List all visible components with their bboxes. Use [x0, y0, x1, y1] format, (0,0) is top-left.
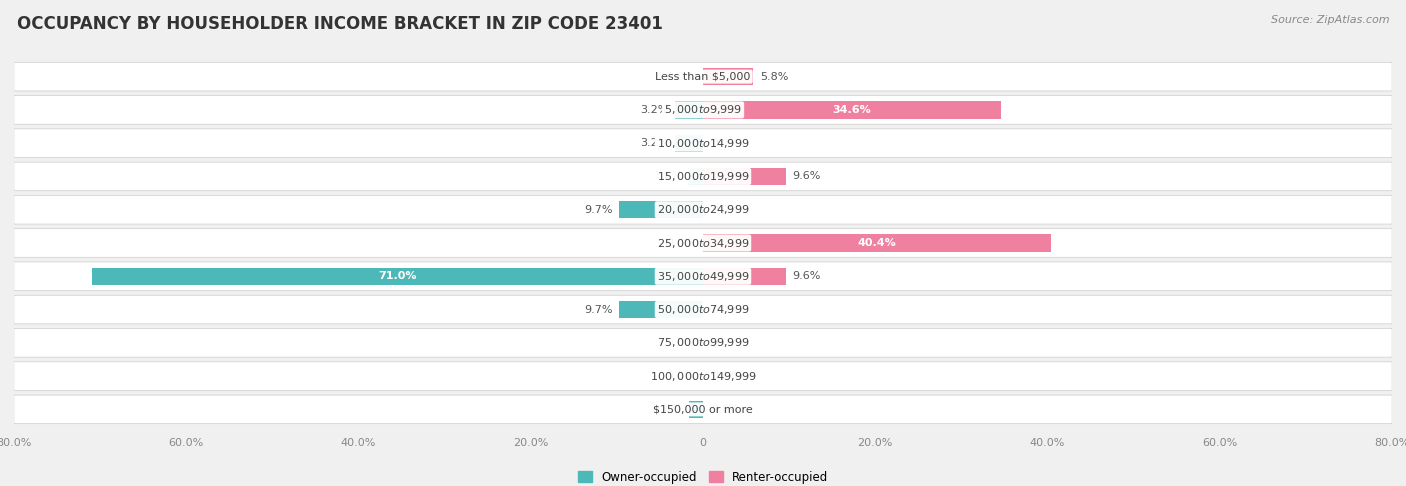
Text: 0.0%: 0.0% — [711, 305, 740, 314]
Text: 9.6%: 9.6% — [793, 172, 821, 181]
Text: 0.0%: 0.0% — [711, 338, 740, 348]
FancyBboxPatch shape — [14, 62, 1392, 91]
FancyBboxPatch shape — [14, 195, 1392, 224]
Text: 0.0%: 0.0% — [711, 205, 740, 215]
Text: 71.0%: 71.0% — [378, 271, 416, 281]
Bar — [703, 101, 1001, 119]
Bar — [620, 201, 703, 218]
Text: 0.0%: 0.0% — [666, 71, 695, 82]
Text: $25,000 to $34,999: $25,000 to $34,999 — [657, 237, 749, 249]
Text: 0.0%: 0.0% — [666, 338, 695, 348]
Bar — [703, 168, 786, 185]
Text: 0.0%: 0.0% — [711, 138, 740, 148]
Bar — [689, 168, 703, 185]
Text: 40.4%: 40.4% — [858, 238, 897, 248]
Text: $35,000 to $49,999: $35,000 to $49,999 — [657, 270, 749, 283]
Bar — [620, 301, 703, 318]
FancyBboxPatch shape — [14, 262, 1392, 291]
FancyBboxPatch shape — [14, 96, 1392, 124]
Text: 3.2%: 3.2% — [640, 105, 669, 115]
Bar — [675, 101, 703, 119]
Bar — [703, 68, 754, 85]
Bar — [675, 135, 703, 152]
FancyBboxPatch shape — [14, 329, 1392, 357]
Text: $75,000 to $99,999: $75,000 to $99,999 — [657, 336, 749, 349]
Bar — [703, 234, 1050, 252]
Text: $150,000 or more: $150,000 or more — [654, 404, 752, 415]
Text: Source: ZipAtlas.com: Source: ZipAtlas.com — [1271, 15, 1389, 25]
Text: 0.0%: 0.0% — [711, 404, 740, 415]
Text: 1.6%: 1.6% — [654, 172, 682, 181]
Legend: Owner-occupied, Renter-occupied: Owner-occupied, Renter-occupied — [572, 466, 834, 486]
Text: 0.0%: 0.0% — [666, 238, 695, 248]
Text: 1.6%: 1.6% — [654, 404, 682, 415]
FancyBboxPatch shape — [14, 295, 1392, 324]
Text: OCCUPANCY BY HOUSEHOLDER INCOME BRACKET IN ZIP CODE 23401: OCCUPANCY BY HOUSEHOLDER INCOME BRACKET … — [17, 15, 662, 33]
Bar — [703, 268, 786, 285]
Text: 0.0%: 0.0% — [711, 371, 740, 381]
Text: 9.7%: 9.7% — [583, 205, 613, 215]
Text: $5,000 to $9,999: $5,000 to $9,999 — [664, 104, 742, 117]
Text: Less than $5,000: Less than $5,000 — [655, 71, 751, 82]
Text: 34.6%: 34.6% — [832, 105, 872, 115]
FancyBboxPatch shape — [14, 129, 1392, 157]
Text: 9.7%: 9.7% — [583, 305, 613, 314]
FancyBboxPatch shape — [14, 362, 1392, 390]
Text: $15,000 to $19,999: $15,000 to $19,999 — [657, 170, 749, 183]
FancyBboxPatch shape — [14, 162, 1392, 191]
Bar — [91, 268, 703, 285]
FancyBboxPatch shape — [14, 395, 1392, 424]
Text: $50,000 to $74,999: $50,000 to $74,999 — [657, 303, 749, 316]
Bar — [689, 401, 703, 418]
Text: $20,000 to $24,999: $20,000 to $24,999 — [657, 203, 749, 216]
FancyBboxPatch shape — [14, 229, 1392, 257]
Text: $100,000 to $149,999: $100,000 to $149,999 — [650, 369, 756, 382]
Text: $10,000 to $14,999: $10,000 to $14,999 — [657, 137, 749, 150]
Text: 3.2%: 3.2% — [640, 138, 669, 148]
Text: 0.0%: 0.0% — [666, 371, 695, 381]
Text: 9.6%: 9.6% — [793, 271, 821, 281]
Text: 5.8%: 5.8% — [759, 71, 789, 82]
